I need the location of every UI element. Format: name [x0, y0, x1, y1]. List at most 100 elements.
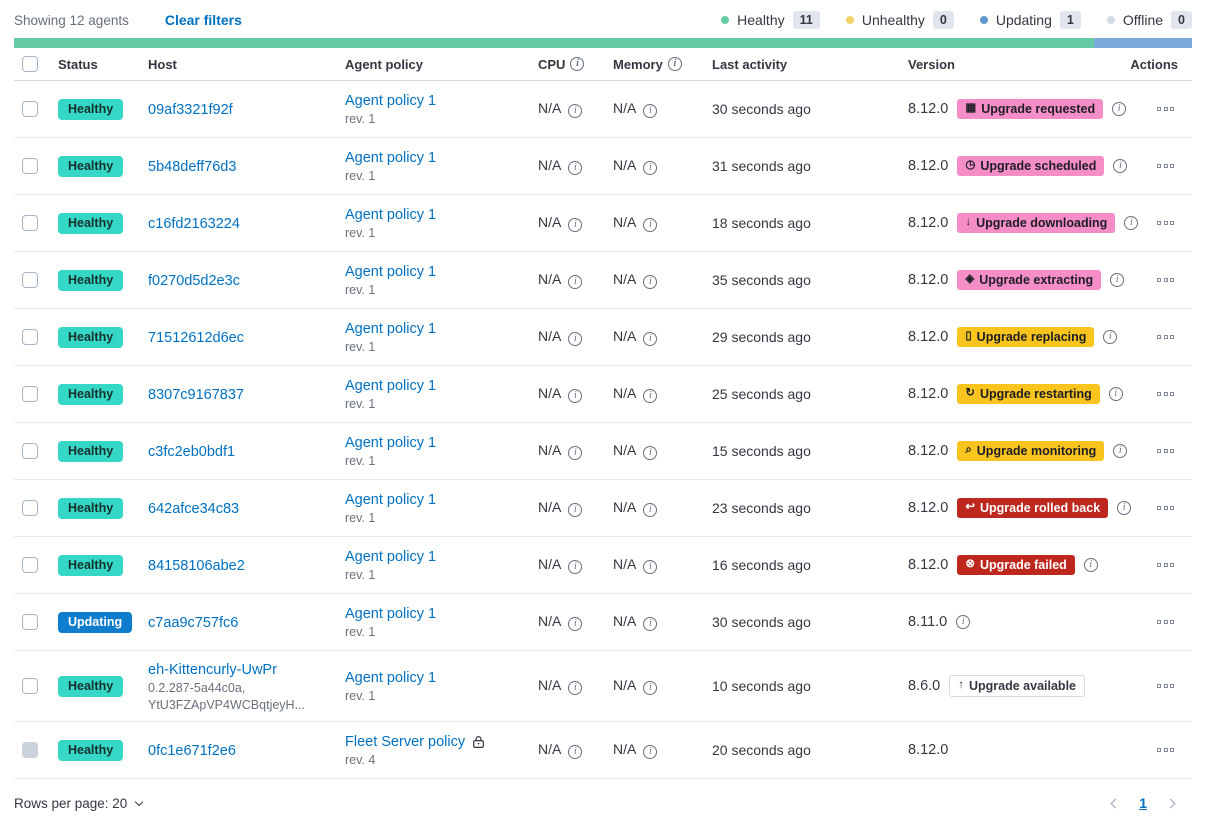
row-actions-button[interactable]	[1153, 680, 1178, 692]
row-actions-button[interactable]	[1153, 559, 1178, 571]
row-actions-button[interactable]	[1153, 331, 1178, 343]
row-checkbox[interactable]	[22, 101, 38, 117]
column-header-policy: Agent policy	[345, 56, 424, 72]
row-actions-button[interactable]	[1153, 388, 1178, 400]
agent-policy-link[interactable]: Agent policy 1	[345, 92, 437, 109]
clear-filters-link[interactable]: Clear filters	[164, 12, 242, 28]
agent-policy-link[interactable]: Agent policy 1	[345, 263, 437, 280]
checkbox-cell	[14, 329, 58, 345]
host-cell: 0fc1e671f2e6	[148, 742, 345, 759]
agent-policy-link[interactable]: Fleet Server policy	[345, 733, 466, 750]
host-link[interactable]: 5b48deff76d3	[148, 158, 237, 175]
info-icon[interactable]: i	[643, 503, 658, 517]
host-link[interactable]: eh-Kittencurly-UwPr	[148, 661, 277, 678]
info-icon[interactable]: i	[1110, 273, 1125, 287]
info-icon[interactable]: i	[643, 446, 658, 460]
info-icon[interactable]: i	[1124, 216, 1139, 230]
host-link[interactable]: c16fd2163224	[148, 215, 240, 232]
info-icon[interactable]: i	[568, 332, 583, 346]
row-checkbox[interactable]	[22, 678, 38, 694]
info-icon[interactable]: i	[568, 161, 583, 175]
host-link[interactable]: c7aa9c757fc6	[148, 614, 239, 631]
agent-policy-link[interactable]: Agent policy 1	[345, 434, 437, 451]
row-actions-button[interactable]	[1153, 217, 1178, 229]
info-icon[interactable]: i	[568, 218, 583, 232]
previous-page-button[interactable]	[1108, 796, 1123, 811]
info-icon[interactable]: i	[643, 104, 658, 118]
info-icon[interactable]: i	[643, 218, 658, 232]
info-icon[interactable]: i	[568, 681, 583, 695]
row-checkbox[interactable]	[22, 614, 38, 630]
row-actions-button[interactable]	[1153, 160, 1178, 172]
status-bar-segment-healthy	[14, 38, 1095, 48]
column-header-cpu: CPU i	[538, 57, 613, 72]
info-icon[interactable]: i	[643, 275, 658, 289]
info-icon[interactable]: i	[643, 560, 658, 574]
agent-policy-link[interactable]: Agent policy 1	[345, 491, 437, 508]
next-page-button[interactable]	[1163, 796, 1178, 811]
row-actions-button[interactable]	[1153, 274, 1178, 286]
agent-policy-link[interactable]: Agent policy 1	[345, 206, 437, 223]
row-actions-button[interactable]	[1153, 103, 1178, 115]
last-activity-cell: 20 seconds ago	[712, 742, 908, 758]
select-all-checkbox[interactable]	[22, 56, 38, 72]
host-link[interactable]: 8307c9167837	[148, 386, 244, 403]
info-icon[interactable]: i	[568, 104, 583, 118]
info-icon[interactable]: i	[1117, 501, 1132, 515]
status-badge: Healthy	[58, 383, 124, 405]
agent-policy-link[interactable]: Agent policy 1	[345, 320, 437, 337]
agent-policy-link[interactable]: Agent policy 1	[345, 377, 437, 394]
row-checkbox[interactable]	[22, 500, 38, 516]
info-icon[interactable]: i	[568, 275, 583, 289]
upgrade-badge-label: Upgrade replacing	[976, 329, 1087, 344]
host-link[interactable]: 84158106abe2	[148, 557, 245, 574]
row-checkbox[interactable]	[22, 557, 38, 573]
host-link[interactable]: 642afce34c83	[148, 500, 240, 517]
host-link[interactable]: 71512612d6ec	[148, 329, 244, 346]
rows-per-page-button[interactable]: Rows per page: 20	[14, 796, 144, 811]
host-link[interactable]: c3fc2eb0bdf1	[148, 443, 236, 460]
info-icon[interactable]: i	[1113, 444, 1128, 458]
row-checkbox[interactable]	[22, 272, 38, 288]
info-icon[interactable]: i	[1108, 387, 1123, 401]
row-actions-button[interactable]	[1153, 502, 1178, 514]
info-icon[interactable]: i	[568, 446, 583, 460]
row-checkbox[interactable]	[22, 158, 38, 174]
agent-policy-link[interactable]: Agent policy 1	[345, 149, 437, 166]
cpu-cell: N/A i	[538, 677, 613, 695]
row-checkbox[interactable]	[22, 329, 38, 345]
info-icon[interactable]: i	[568, 745, 583, 759]
info-icon[interactable]: i	[1103, 330, 1118, 344]
memory-value: N/A	[613, 442, 637, 458]
row-actions-button[interactable]	[1153, 744, 1178, 756]
page-number-1[interactable]: 1	[1139, 795, 1147, 811]
info-icon[interactable]: i	[568, 389, 583, 403]
row-checkbox[interactable]	[22, 215, 38, 231]
info-icon[interactable]: i	[568, 617, 583, 631]
info-icon[interactable]: i	[643, 745, 658, 759]
info-icon[interactable]: i	[643, 389, 658, 403]
row-checkbox[interactable]	[22, 386, 38, 402]
host-link[interactable]: 09af3321f92f	[148, 101, 233, 118]
info-icon[interactable]: i	[570, 57, 585, 71]
info-icon[interactable]: i	[1112, 102, 1127, 116]
agent-policy-link[interactable]: Agent policy 1	[345, 605, 437, 622]
info-icon[interactable]: i	[643, 617, 658, 631]
info-icon[interactable]: i	[667, 57, 682, 71]
row-actions-button[interactable]	[1153, 445, 1178, 457]
info-icon[interactable]: i	[568, 503, 583, 517]
agent-policy-link[interactable]: Agent policy 1	[345, 669, 437, 686]
row-checkbox[interactable]	[22, 443, 38, 459]
agent-policy-link[interactable]: Agent policy 1	[345, 548, 437, 565]
info-icon[interactable]: i	[568, 560, 583, 574]
info-icon[interactable]: i	[956, 615, 971, 629]
host-link[interactable]: f0270d5d2e3c	[148, 272, 240, 289]
info-icon[interactable]: i	[1083, 558, 1098, 572]
info-icon[interactable]: i	[1113, 159, 1128, 173]
info-icon[interactable]: i	[643, 332, 658, 346]
info-icon[interactable]: i	[643, 681, 658, 695]
memory-cell: N/A i	[613, 271, 712, 289]
info-icon[interactable]: i	[643, 161, 658, 175]
row-actions-button[interactable]	[1153, 616, 1178, 628]
host-link[interactable]: 0fc1e671f2e6	[148, 742, 236, 759]
